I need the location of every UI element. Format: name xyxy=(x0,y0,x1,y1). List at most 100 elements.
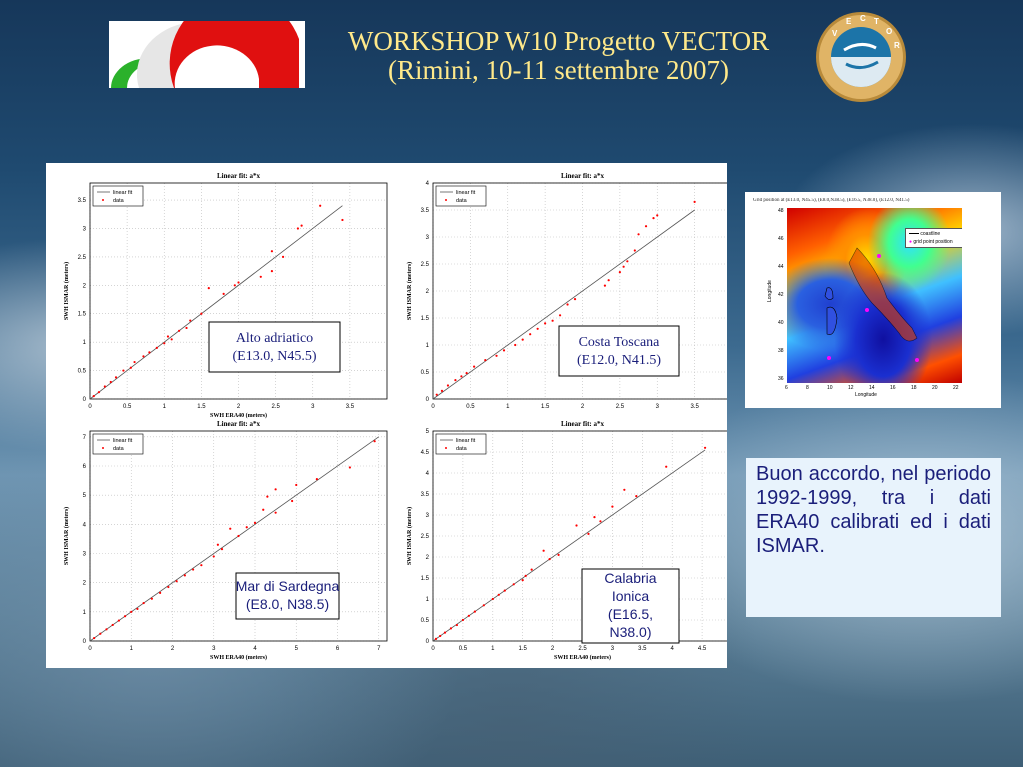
y-tick-label: 0 xyxy=(83,639,87,645)
data-point xyxy=(693,200,696,203)
y-tick-label: 1.5 xyxy=(78,312,87,318)
station-annotation-text: (E12.0, N41.5) xyxy=(577,353,661,368)
logo-letter: R xyxy=(894,41,900,50)
legend-label: data xyxy=(456,198,468,204)
data-point xyxy=(623,488,626,491)
data-point xyxy=(599,520,602,523)
map-image: coastline ● grid point position xyxy=(787,208,962,383)
y-tick-label: 2 xyxy=(83,581,87,587)
map-x-tick: 8 xyxy=(806,385,809,391)
y-tick-label: 7 xyxy=(83,435,87,441)
data-point xyxy=(207,287,210,290)
y-tick-label: 2.5 xyxy=(78,255,87,261)
data-point xyxy=(497,593,500,596)
data-point xyxy=(233,284,236,287)
data-point xyxy=(129,366,132,369)
x-tick-label: 1 xyxy=(506,404,510,410)
x-tick-label: 3 xyxy=(656,404,660,410)
data-point xyxy=(542,549,545,552)
y-axis-label: SWH ISMAR (meters) xyxy=(406,507,413,565)
y-tick-label: 5 xyxy=(83,493,87,499)
chart-legend: linear fit data xyxy=(92,433,144,455)
y-tick-label: 0.5 xyxy=(78,369,87,375)
vector-logo: V E C T O R xyxy=(814,10,908,104)
station-annotation-text: (E8.0, N38.5) xyxy=(246,596,329,612)
data-point xyxy=(212,555,215,558)
data-point xyxy=(237,534,240,538)
legend-point-swatch xyxy=(102,199,104,201)
data-point xyxy=(222,292,225,295)
data-point xyxy=(443,631,447,634)
data-point xyxy=(512,583,515,586)
legend-point-swatch xyxy=(445,447,447,449)
map-legend-coastline: coastline xyxy=(920,231,941,237)
data-point xyxy=(259,275,262,278)
data-point xyxy=(635,495,638,498)
data-point xyxy=(92,395,95,398)
data-point xyxy=(611,505,614,508)
data-point xyxy=(220,548,224,551)
x-tick-label: 2 xyxy=(551,646,555,652)
data-point xyxy=(373,440,376,443)
data-point xyxy=(460,375,463,378)
y-tick-label: 1.5 xyxy=(421,576,430,582)
y-tick-label: 0.5 xyxy=(421,618,430,624)
data-point xyxy=(163,342,166,345)
map-y-tick: 46 xyxy=(778,236,784,242)
data-point xyxy=(274,488,277,491)
data-point xyxy=(575,524,578,527)
x-tick-label: 0.5 xyxy=(123,404,132,410)
x-tick-label: 6 xyxy=(336,646,340,652)
data-point xyxy=(446,384,450,387)
station-annotation-box xyxy=(235,572,340,620)
y-tick-label: 2 xyxy=(83,283,87,289)
data-point xyxy=(315,478,318,481)
y-tick-label: 4 xyxy=(426,471,430,477)
legend-frame xyxy=(92,433,144,455)
data-point xyxy=(548,558,551,561)
data-point xyxy=(502,349,506,352)
station-annotation-text: (E16.5, xyxy=(608,606,653,622)
station-annotation-box xyxy=(581,568,680,644)
linear-fit-line xyxy=(432,449,706,642)
data-point xyxy=(348,466,351,469)
data-point xyxy=(551,319,554,322)
data-point xyxy=(521,338,524,341)
data-point xyxy=(435,393,438,396)
scatter-charts-svg: 0 0.5 1 1.5 2 2.5 3 3.5 0 0.5 1 1.5 2 2.5 3 3.5 Linear f… xyxy=(63,172,727,661)
x-axis-label: SWH ERA40 (meters) xyxy=(210,654,267,661)
data-point xyxy=(573,298,577,301)
x-tick-label: 5 xyxy=(295,646,299,652)
data-point xyxy=(148,351,151,354)
data-point xyxy=(237,281,240,284)
y-tick-label: 0 xyxy=(426,397,430,403)
data-point xyxy=(185,326,188,330)
legend-frame xyxy=(435,433,487,455)
data-point xyxy=(122,369,125,372)
scatter-charts-panel: 0 0.5 1 1.5 2 2.5 3 3.5 0 0.5 1 1.5 2 2.5 3 3.5 Linear f… xyxy=(46,163,727,668)
station-annotation-text: (E13.0, N45.5) xyxy=(233,349,317,364)
plot-frame xyxy=(89,182,388,400)
chart-title: Linear fit: a*x xyxy=(217,420,261,428)
y-tick-label: 0 xyxy=(426,639,430,645)
title-line-2: (Rimini, 10-11 settembre 2007) xyxy=(388,55,729,85)
data-point xyxy=(455,623,459,627)
map-title: Grid position at (E13.0, N45.5), (E8.0,N… xyxy=(753,198,910,203)
y-axis-label: SWH ISMAR (meters) xyxy=(63,262,70,320)
legend-frame xyxy=(435,185,487,207)
data-point xyxy=(291,499,294,503)
x-tick-label: 0.5 xyxy=(466,404,475,410)
chart-title: Linear fit: a*x xyxy=(561,172,605,180)
data-point xyxy=(566,303,569,306)
data-point xyxy=(622,265,625,268)
data-point xyxy=(633,249,636,252)
chart-title: Linear fit: a*x xyxy=(561,420,605,428)
data-point xyxy=(644,225,648,228)
data-point xyxy=(105,628,108,631)
data-point xyxy=(175,580,178,583)
y-tick-label: 5 xyxy=(426,429,430,435)
logo-letter: V xyxy=(832,29,838,38)
data-point xyxy=(97,391,101,394)
x-tick-label: 1 xyxy=(491,646,495,652)
data-point xyxy=(514,343,517,347)
